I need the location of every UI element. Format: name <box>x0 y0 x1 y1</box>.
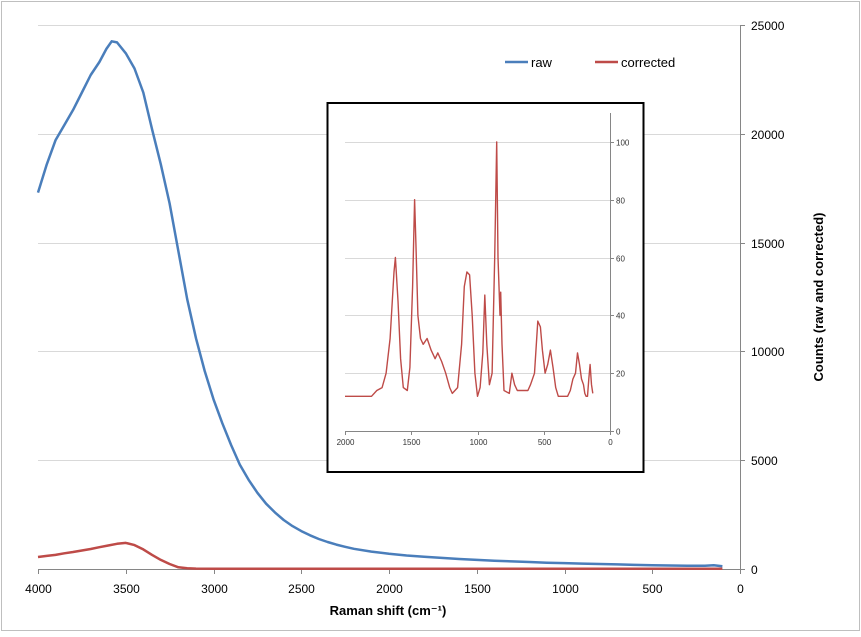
series-line-corrected <box>37 541 723 571</box>
inset-x-tick-label: 500 <box>538 438 552 447</box>
inset-y-tick-label: 60 <box>616 255 625 264</box>
inset-y-tick-label: 40 <box>616 312 625 321</box>
x-tick-label: 2000 <box>376 582 403 596</box>
legend: raw corrected <box>505 55 675 70</box>
x-tick-label: 1500 <box>464 582 491 596</box>
y-tick-label: 10000 <box>751 345 785 359</box>
inset-tick-labels: 0 20 40 60 80 100 2000 1500 1000 500 0 <box>337 139 630 448</box>
x-tick-label: 500 <box>642 582 662 596</box>
x-tick-label: 2500 <box>288 582 315 596</box>
y-tick-label: 15000 <box>751 237 785 251</box>
inset-series-line <box>345 141 594 397</box>
inset-y-tick-label: 0 <box>616 428 621 437</box>
x-tick-label: 3500 <box>113 582 140 596</box>
x-axis-label: Raman shift (cm⁻¹) <box>330 603 447 618</box>
inset-series <box>345 141 594 397</box>
inset-chart: 0 20 40 60 80 100 2000 1500 1000 500 0 <box>326 102 645 473</box>
legend-label-raw: raw <box>531 55 553 70</box>
x-tick-label: 1000 <box>552 582 579 596</box>
main-series <box>36 40 723 571</box>
y-tick-label: 5000 <box>751 454 778 468</box>
inset-y-tick-label: 80 <box>616 197 625 206</box>
x-tick-label: 0 <box>737 582 744 596</box>
x-tick-label: 4000 <box>25 582 52 596</box>
inset-frame <box>326 102 645 473</box>
y-tick-label: 0 <box>751 563 758 577</box>
inset-gridlines <box>345 142 610 374</box>
y-axis-label: Counts (raw and corrected) <box>811 212 826 381</box>
y-tick-label: 25000 <box>751 19 785 33</box>
x-tick-label: 3000 <box>201 582 228 596</box>
inset-y-tick-label: 20 <box>616 370 625 379</box>
legend-label-corrected: corrected <box>621 55 675 70</box>
inset-x-tick-label: 0 <box>608 438 613 447</box>
series-line-raw <box>36 40 723 568</box>
inset-x-tick-label: 1500 <box>403 438 421 447</box>
y-tick-label: 20000 <box>751 128 785 142</box>
inset-y-tick-label: 100 <box>616 139 630 148</box>
inset-x-tick-label: 2000 <box>337 438 355 447</box>
inset-x-tick-label: 1000 <box>470 438 488 447</box>
inset-axes <box>345 113 614 435</box>
